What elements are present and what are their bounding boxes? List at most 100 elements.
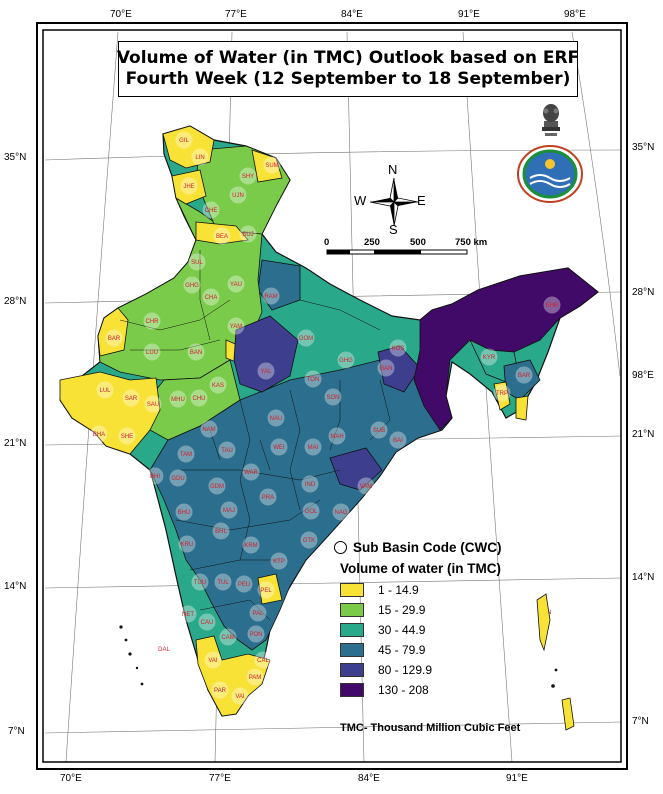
basin-marker <box>249 604 267 622</box>
cwc-logo-icon <box>517 145 583 203</box>
basin-marker <box>480 348 498 366</box>
basin-marker <box>239 167 257 185</box>
legend-class-row: 1 - 14.9 <box>340 580 564 600</box>
basin-code-label: IND <box>305 482 316 488</box>
basin-code-label: KAS <box>212 383 224 389</box>
basin-marker <box>328 427 346 445</box>
basin-marker <box>213 227 231 245</box>
scale-label-500: 500 <box>410 237 426 248</box>
right-tick-21n: 21°N <box>632 429 655 440</box>
legend-swatch <box>340 643 364 657</box>
basin-code-label: VAI <box>235 694 245 700</box>
legend-swatch <box>340 683 364 697</box>
basin-code-label: SHE <box>121 434 133 440</box>
map-inner-frame <box>42 29 622 763</box>
basin-code-label: TAU <box>221 448 233 454</box>
basin-code-label: BEA <box>216 234 228 240</box>
basin-code-label: UJN <box>232 193 244 199</box>
legend-class-row: 15 - 29.9 <box>340 600 564 620</box>
region-1-14-ne <box>493 381 511 411</box>
legend-class-row: 130 - 208 <box>340 680 564 700</box>
basin-marker <box>297 329 315 347</box>
basin-code-label: PON <box>249 632 262 638</box>
basin-code-label: PEU <box>238 582 250 588</box>
basin-code-label: EHR <box>546 303 559 309</box>
basin-code-label: GDU <box>171 476 184 482</box>
legend-class-label: 15 - 29.9 <box>378 603 426 617</box>
basin-marker <box>302 502 320 520</box>
basin-marker <box>259 488 277 506</box>
top-tick-98e: 98°E <box>564 9 586 20</box>
basin-marker <box>543 296 561 314</box>
basin-code-label: BAR <box>518 373 531 379</box>
basin-code-label: CAU <box>201 620 214 626</box>
basin-marker <box>169 390 187 408</box>
basin-marker <box>218 441 236 459</box>
basin-marker <box>96 381 114 399</box>
bottom-tick-70e: 70°E <box>60 773 82 784</box>
basin-marker <box>304 438 322 456</box>
basin-code-label: SUL <box>191 260 203 266</box>
right-tick-7n: 7°N <box>632 716 649 727</box>
top-tick-84e: 84°E <box>341 9 363 20</box>
legend-swatch <box>340 603 364 617</box>
left-tick-35n: 35°N <box>4 152 27 163</box>
left-tick-21n: 21°N <box>4 438 27 449</box>
basin-code-label: BAN <box>190 350 202 356</box>
legend-class-label: 1 - 14.9 <box>378 583 419 597</box>
basin-marker <box>214 573 232 591</box>
legend-class-list: 1 - 14.9 15 - 29.9 30 - 44.9 45 - 79.9 80 - … <box>334 580 564 700</box>
legend-class-label: 80 - 129.9 <box>378 663 433 677</box>
basin-marker <box>242 463 260 481</box>
right-tick-98e: 98°E <box>632 370 654 381</box>
bottom-tick-77e: 77°E <box>209 773 231 784</box>
basin-marker <box>146 467 164 485</box>
basin-marker <box>211 681 229 699</box>
basin-code-label: PRA <box>262 495 274 501</box>
basin-marker-icon <box>334 541 347 554</box>
basin-marker <box>267 409 285 427</box>
basin-marker <box>270 438 288 456</box>
legend-class-row: 45 - 79.9 <box>340 640 564 660</box>
basin-code-label: VAI <box>208 658 218 664</box>
basin-marker <box>389 431 407 449</box>
basin-code-label: LUL <box>99 388 111 394</box>
basin-code-label: MAI <box>308 445 319 451</box>
basin-code-label: MAJ <box>223 508 235 514</box>
basin-code-label: BHU <box>178 510 191 516</box>
top-tick-91e: 91°E <box>458 9 480 20</box>
basin-code-label: VAM <box>360 484 373 490</box>
basin-code-label: TUL <box>217 580 229 586</box>
map-title-box: Volume of Water (in TMC) Outlook based o… <box>117 41 579 97</box>
basin-marker <box>179 605 197 623</box>
compass-rose <box>369 177 419 227</box>
basin-marker <box>178 535 196 553</box>
compass-south: S <box>389 222 398 237</box>
basin-marker <box>204 651 222 669</box>
basin-marker <box>187 343 205 361</box>
basin-marker <box>198 613 216 631</box>
compass-east: E <box>417 193 426 208</box>
basin-marker <box>246 668 264 686</box>
basin-code-label: PAM <box>249 675 262 681</box>
basin-code-label: LIN <box>195 155 204 161</box>
basin-code-label: BHA <box>93 432 105 438</box>
region-80-129-yal <box>233 315 299 393</box>
basin-code-label: JHE <box>183 184 194 190</box>
scale-label-750: 750 km <box>455 237 488 248</box>
basin-marker <box>229 186 247 204</box>
region-1-14-jhe <box>171 169 207 205</box>
scale-label-250: 250 <box>364 237 380 248</box>
basin-code-label: SUJ <box>242 232 253 238</box>
basin-code-label: YAM <box>230 324 243 330</box>
basin-marker <box>263 156 281 174</box>
basin-code-label: WEI <box>273 445 285 451</box>
basin-marker <box>188 253 206 271</box>
top-tick-70e: 70°E <box>110 9 132 20</box>
basin-marker <box>177 445 195 463</box>
right-tick-14n: 14°N <box>632 572 655 583</box>
basin-code-label: GHG <box>339 358 353 364</box>
map-legend: Sub Basin Code (CWC) Volume of water (in… <box>334 540 564 700</box>
basin-code-label: BAR <box>108 336 121 342</box>
